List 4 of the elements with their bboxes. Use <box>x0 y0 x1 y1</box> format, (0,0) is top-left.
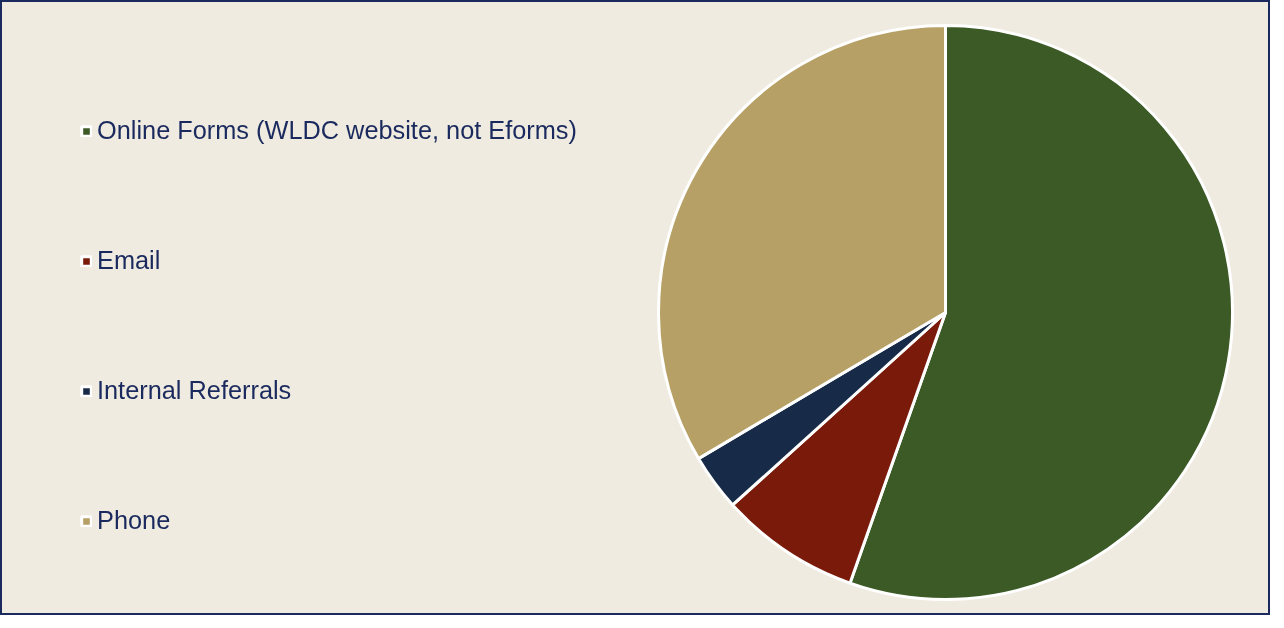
legend-label: Online Forms (WLDC website, not Eforms) <box>97 116 577 145</box>
legend-label: Phone <box>97 506 171 535</box>
legend-label: Internal Referrals <box>97 376 292 405</box>
legend-label: Email <box>97 246 161 275</box>
